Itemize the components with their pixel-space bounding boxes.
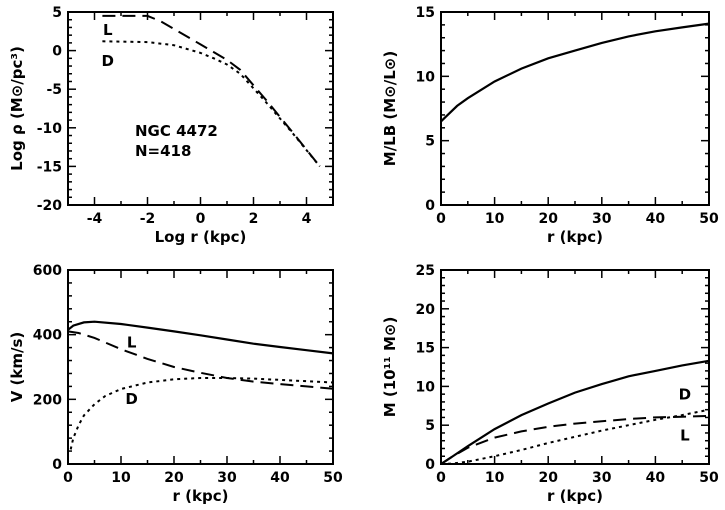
y-tick-label: -15 [37,159,62,175]
y-axis-label: Log ρ (M⊙/pc³) [8,46,26,171]
x-tick-label: 40 [270,470,290,486]
x-tick-label: 20 [538,211,558,227]
x-tick-label: 50 [699,211,719,227]
y-tick-label: -10 [37,121,63,137]
x-tick-label: 20 [538,470,558,486]
series-total-line [440,22,710,123]
curve-label-D: D [679,386,691,404]
series-L-line [440,414,710,465]
y-tick-label: 0 [425,457,435,473]
series-total-line [440,359,710,465]
x-tick-label: 0 [436,211,446,227]
panel-velocity: 0 10 20 30 40 50 0 200 400 600 r (kpc) V (km/s) L D [8,263,343,505]
y-axis-label: M/LB (M⊙/L⊙) [381,51,399,166]
series-D-line [102,40,321,168]
series-L-line [67,330,334,390]
y-tick-label: 5 [425,134,435,150]
curve-label-D: D [102,52,114,70]
plot-frame [67,11,334,206]
plot-frame [440,269,710,465]
x-tick-label: -4 [87,211,103,227]
x-tick-label: 20 [164,470,184,486]
y-tick-label: 10 [416,69,436,85]
x-tick-label: 10 [111,470,131,486]
x-axis-label: r (kpc) [547,487,603,505]
x-tick-label: 0 [63,470,73,486]
curve-label-L: L [127,334,137,352]
curve-label-L: L [103,21,113,39]
y-axis-label: M (10¹¹ M⊙) [381,317,399,418]
curve-label-L: L [680,427,690,445]
x-axis-label: Log r (kpc) [155,228,247,246]
panel-mass: 0 10 20 30 40 50 0 5 10 15 20 25 r (kpc) M (10¹¹ M⊙) D… [381,263,719,505]
x-tick-label: 10 [485,470,505,486]
x-tick-label: 10 [485,211,505,227]
y-tick-label: 15 [416,341,435,357]
series-D-line [69,377,334,450]
y-tick-label: -5 [46,82,62,98]
y-axis-label: V (km/s) [8,332,26,403]
y-tick-label: 10 [416,379,436,395]
y-tick-label: 200 [33,392,62,408]
x-tick-label: 2 [249,211,259,227]
x-tick-label: 4 [302,211,312,227]
x-tick-label: -2 [140,211,156,227]
x-tick-label: 50 [699,470,719,486]
y-tick-label: 0 [52,457,62,473]
y-tick-label: 0 [52,44,62,60]
y-tick-label: 0 [425,198,435,214]
series-total-line [67,320,334,355]
y-tick-label: 20 [416,302,436,318]
y-tick-label: 5 [52,5,62,21]
x-tick-label: 30 [217,470,237,486]
x-tick-label: 50 [323,470,343,486]
x-axis-label: r (kpc) [173,487,229,505]
panel-mass-to-light: 0 10 20 30 40 50 0 5 10 15 r (kpc) M/LB (M⊙/L⊙) [381,5,719,246]
annotation-text: N=418 [135,142,191,160]
x-tick-label: 30 [592,211,612,227]
y-tick-label: 15 [416,5,435,21]
y-tick-label: 25 [416,263,435,279]
plot-frame [67,269,334,465]
curve-label-D: D [125,390,137,408]
y-tick-label: 600 [33,263,62,279]
y-tick-label: -20 [37,198,63,214]
x-tick-label: 40 [646,211,666,227]
x-tick-label: 0 [196,211,206,227]
x-tick-label: 30 [592,470,612,486]
y-tick-label: 400 [33,328,62,344]
x-tick-label: 0 [436,470,446,486]
y-tick-label: 5 [425,418,435,434]
annotation-text: NGC 4472 [135,122,218,140]
plot-frame [440,11,710,206]
x-axis-label: r (kpc) [547,228,603,246]
x-tick-label: 40 [646,470,666,486]
